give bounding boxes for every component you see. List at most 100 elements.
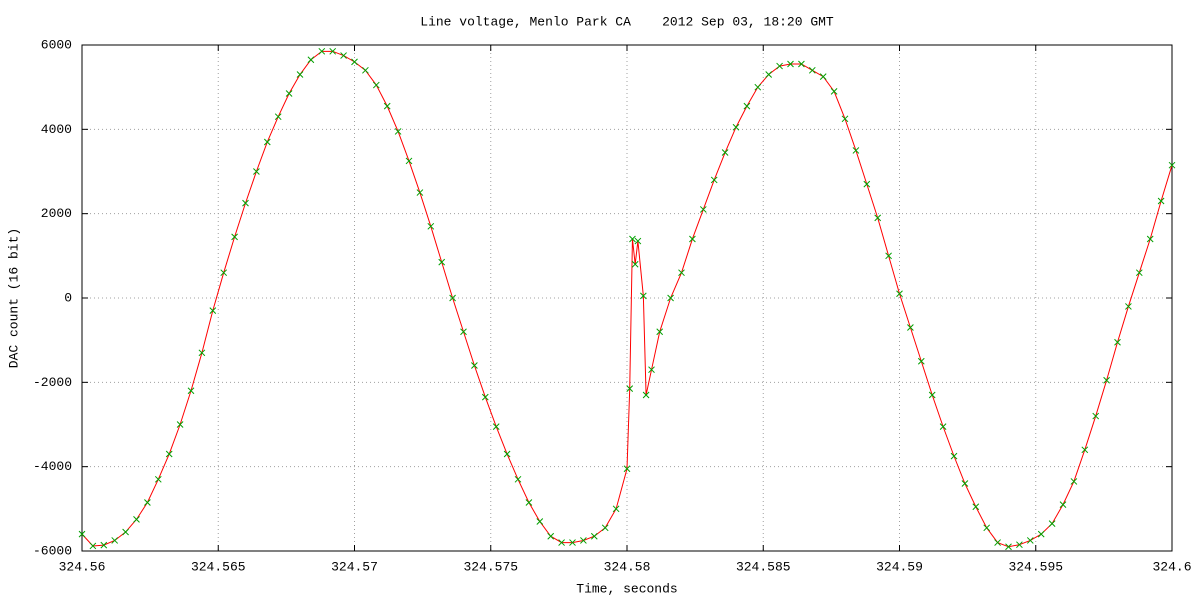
- y-tick-label: 4000: [41, 122, 72, 137]
- data-point: [416, 189, 424, 196]
- data-point: [1070, 478, 1078, 485]
- data-point: [78, 530, 86, 538]
- data-point: [1135, 269, 1143, 277]
- data-point: [220, 269, 228, 277]
- data-point: [634, 237, 642, 245]
- data-point: [1103, 376, 1110, 384]
- data-point: [699, 206, 707, 213]
- data-point: [678, 269, 685, 277]
- data-point: [481, 393, 489, 401]
- data-point: [601, 524, 609, 532]
- y-tick-label: -2000: [33, 375, 72, 390]
- data-point: [165, 450, 173, 458]
- data-point: [626, 385, 634, 393]
- data-point: [1005, 543, 1012, 551]
- data-point: [274, 113, 282, 121]
- y-tick-label: 2000: [41, 206, 72, 221]
- data-point: [372, 81, 380, 89]
- data-point: [629, 235, 636, 243]
- data-point: [631, 260, 639, 268]
- data-point: [100, 541, 108, 549]
- data-point: [558, 539, 565, 546]
- data-line: [81, 50, 1173, 548]
- data-point: [841, 115, 849, 123]
- data-point: [296, 71, 304, 78]
- data-point: [405, 157, 413, 165]
- data-point: [754, 83, 762, 91]
- data-point: [961, 480, 969, 487]
- data-point: [122, 528, 129, 536]
- chart-title: Line voltage, Menlo Park CA 2012 Sep 03,…: [420, 14, 834, 29]
- data-point: [144, 499, 151, 506]
- x-tick-label: 324.58: [604, 559, 651, 574]
- data-point: [808, 66, 816, 74]
- data-point: [1168, 161, 1176, 169]
- data-point: [928, 391, 936, 399]
- data-point: [383, 102, 391, 110]
- data-point: [732, 123, 740, 131]
- data-point: [187, 387, 195, 395]
- data-point: [710, 176, 718, 184]
- data-point: [1016, 541, 1023, 549]
- data-point: [983, 524, 991, 532]
- data-point: [318, 47, 326, 55]
- data-point: [1081, 446, 1089, 454]
- data-point: [1059, 501, 1067, 508]
- data-point: [580, 537, 587, 544]
- data-point: [503, 450, 511, 458]
- data-point: [1037, 530, 1045, 538]
- data-point: [231, 233, 238, 241]
- data-point: [896, 290, 903, 298]
- data-point: [351, 58, 358, 66]
- data-point: [950, 452, 958, 460]
- x-tick-label: 324.585: [736, 559, 791, 574]
- data-point: [642, 391, 650, 399]
- data-point: [765, 71, 773, 78]
- data-point: [133, 516, 140, 523]
- data-point: [438, 258, 446, 266]
- data-point: [830, 88, 838, 95]
- x-tick-label: 324.575: [463, 559, 518, 574]
- data-point: [1157, 197, 1165, 205]
- data-point: [111, 537, 119, 544]
- data-point: [798, 60, 805, 68]
- data-point: [1092, 412, 1100, 420]
- data-point: [689, 235, 696, 243]
- data-point: [460, 328, 467, 336]
- data-point: [242, 199, 249, 207]
- data-point: [253, 168, 260, 175]
- data-point: [787, 60, 794, 68]
- x-tick-label: 324.6: [1152, 559, 1191, 574]
- data-point: [569, 539, 576, 546]
- data-point: [449, 294, 456, 302]
- data-point: [89, 542, 97, 550]
- y-axis-label: DAC count (16 bit): [6, 228, 21, 368]
- data-point: [154, 475, 162, 483]
- y-tick-label: -6000: [33, 543, 72, 558]
- data-point: [612, 505, 620, 513]
- data-point: [885, 252, 892, 260]
- x-tick-label: 324.57: [331, 559, 378, 574]
- data-point: [525, 499, 533, 506]
- plot-frame: [81, 44, 1173, 552]
- data-point: [972, 503, 980, 511]
- data-point: [917, 357, 925, 365]
- data-point: [648, 366, 655, 374]
- data-point: [721, 149, 729, 156]
- data-point: [994, 539, 1001, 546]
- data-point: [340, 52, 347, 59]
- data-point: [362, 66, 369, 74]
- data-point: [263, 138, 271, 146]
- data-point: [492, 423, 500, 430]
- y-tick-label: -4000: [33, 459, 72, 474]
- data-point: [776, 62, 783, 70]
- data-point: [514, 475, 522, 483]
- data-point: [743, 102, 751, 110]
- data-point: [819, 73, 827, 80]
- x-tick-label: 324.56: [59, 559, 106, 574]
- data-point: [623, 465, 631, 473]
- data-point: [863, 180, 871, 188]
- data-point: [1048, 520, 1056, 527]
